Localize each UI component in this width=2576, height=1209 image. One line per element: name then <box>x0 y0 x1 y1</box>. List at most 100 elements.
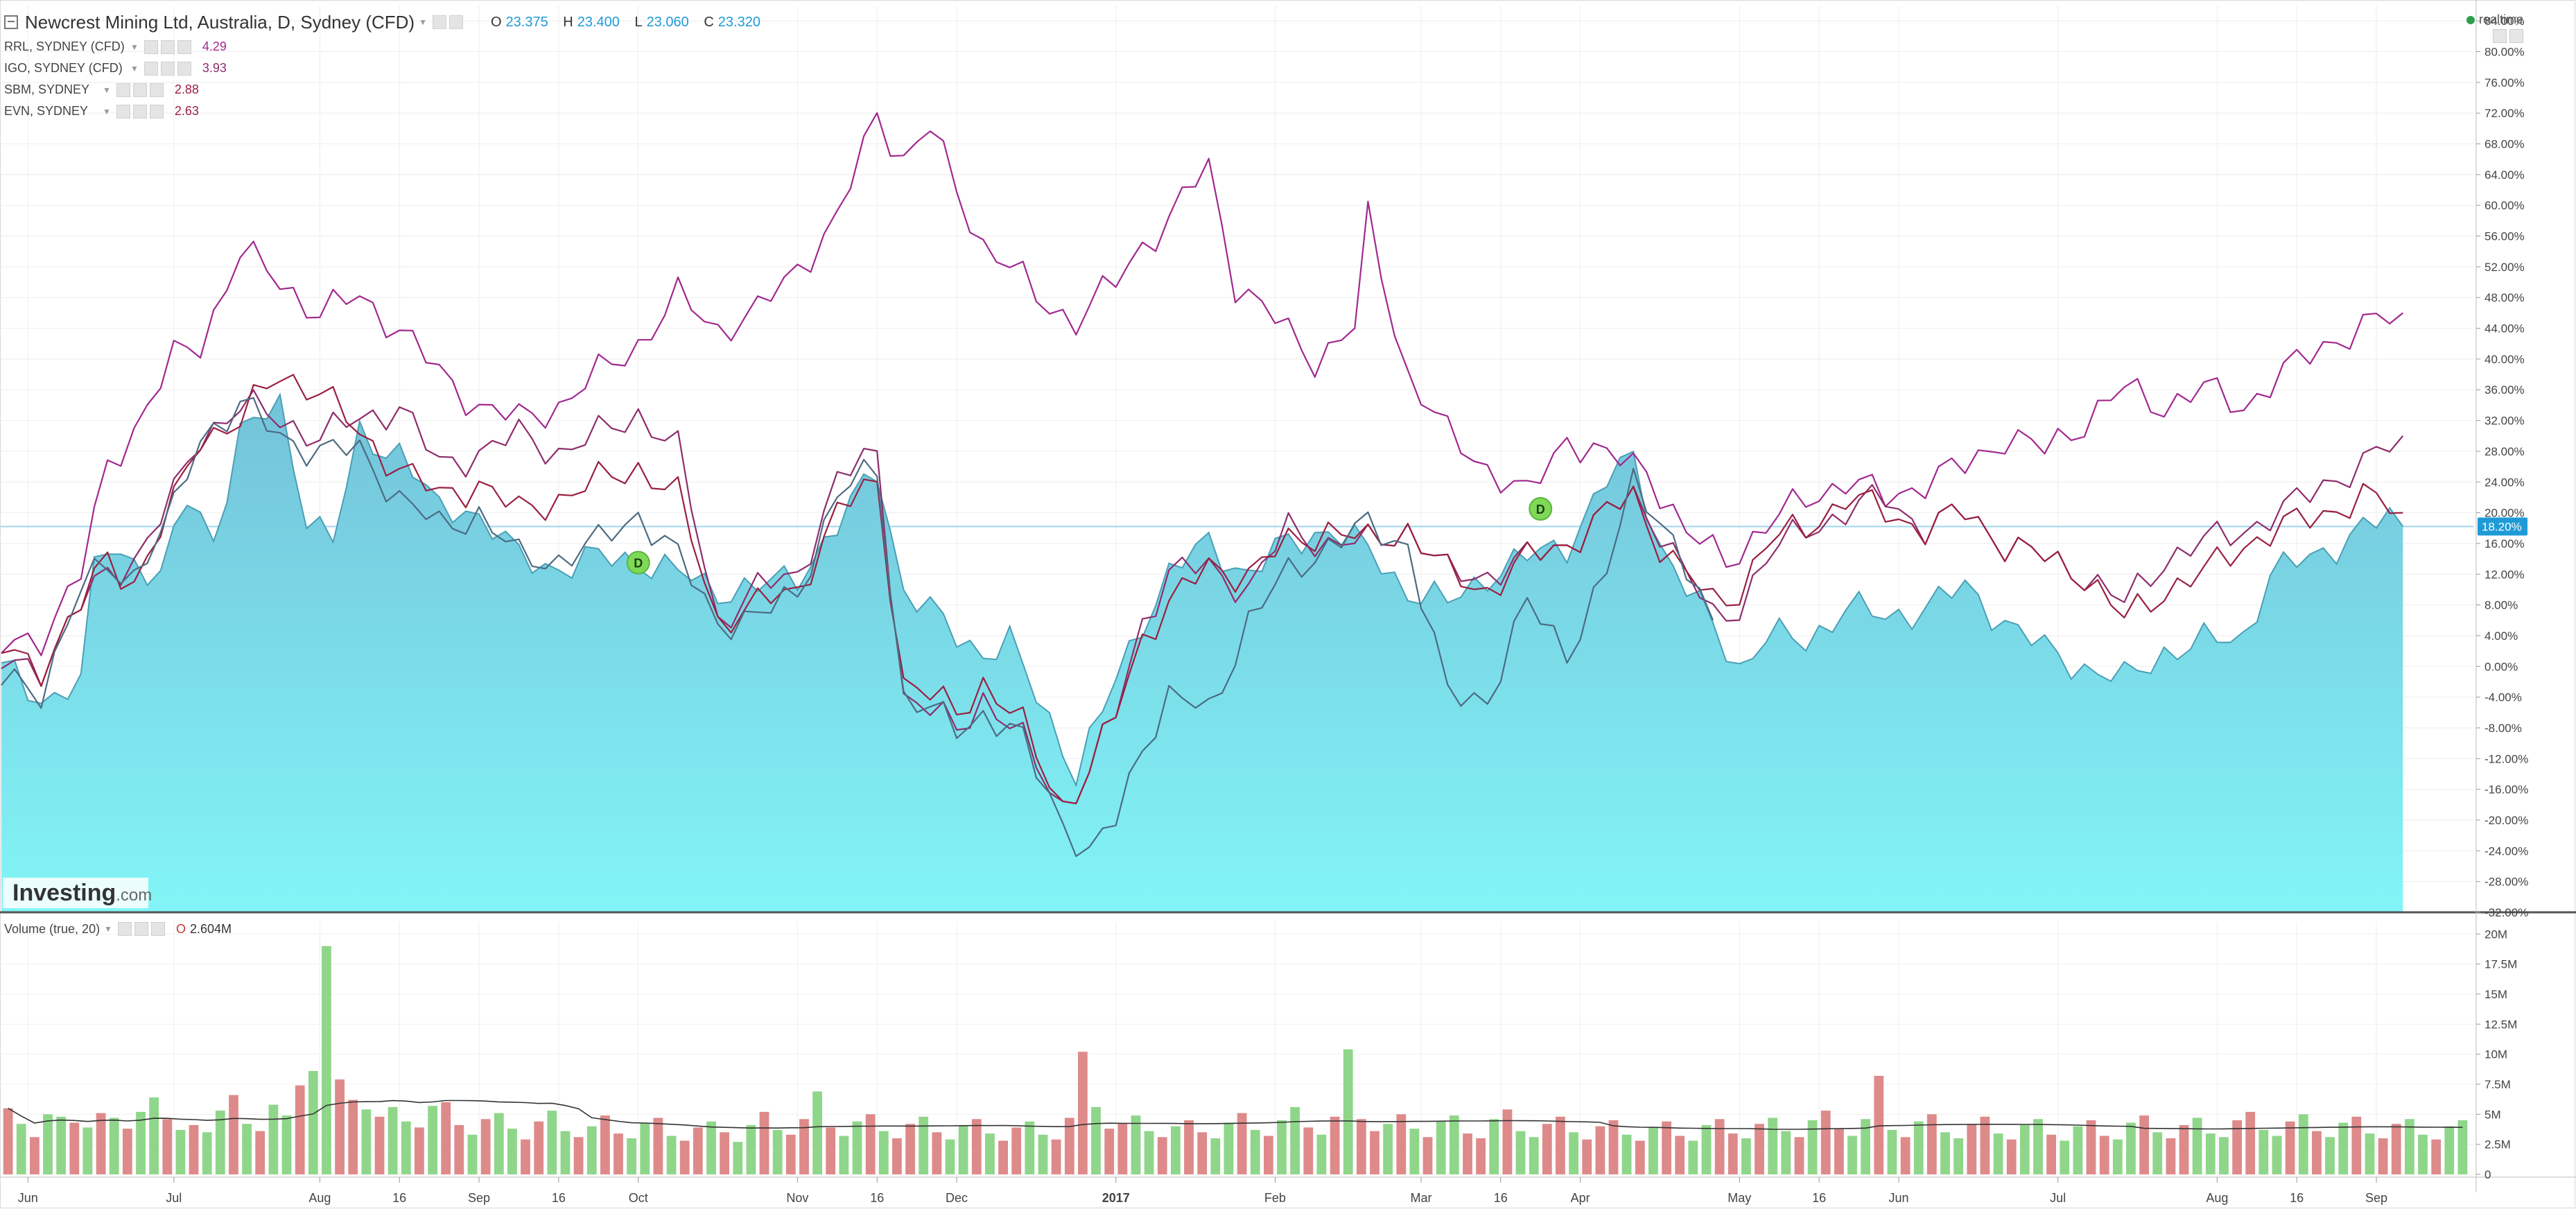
volume-bar <box>1422 1137 1433 1174</box>
chevron-down-icon[interactable]: ▼ <box>104 924 112 934</box>
symbol-controls[interactable] <box>432 15 463 29</box>
comparison-controls[interactable] <box>143 61 191 76</box>
volume-bar <box>2245 1111 2256 1174</box>
price-area <box>1 392 2404 912</box>
volume-bar <box>772 1129 783 1174</box>
x-tick-label: Jul <box>2050 1191 2066 1205</box>
volume-controls[interactable] <box>117 922 165 936</box>
volume-bar <box>1264 1136 1273 1174</box>
volume-bar <box>1250 1129 1260 1174</box>
chevron-down-icon[interactable]: ▼ <box>419 17 427 27</box>
comparison-row-igo[interactable]: IGO, SYDNEY (CFD) ▼ 3.93 <box>4 58 772 79</box>
volume-bar <box>96 1113 106 1174</box>
low-value: 23.060 <box>646 14 689 30</box>
volume-bar <box>30 1137 40 1174</box>
settings-icon[interactable] <box>160 40 175 54</box>
toolbar-up-icon[interactable] <box>2493 29 2507 43</box>
close-label: C <box>704 14 714 30</box>
volume-bar <box>1768 1117 1778 1174</box>
main-symbol-row[interactable]: Newcrest Mining Ltd, Australia, D, Sydne… <box>4 8 772 36</box>
volume-bar <box>401 1121 411 1174</box>
volume-bar <box>1051 1139 1061 1174</box>
comparison-row-sbm[interactable]: SBM, SYDNEY ▼ 2.88 <box>4 79 772 101</box>
volume-bar <box>1728 1133 1738 1174</box>
volume-moving-average <box>8 1099 2463 1130</box>
volume-bar <box>785 1134 796 1174</box>
hide-icon[interactable] <box>449 15 463 29</box>
volume-bar <box>2444 1126 2455 1174</box>
volume-bar <box>1900 1137 1911 1174</box>
current-price-badge-box <box>2478 517 2527 536</box>
volume-legend[interactable]: Volume (true, 20) ▼ O 2.604M <box>4 919 232 939</box>
volume-bar <box>1820 1111 1831 1174</box>
volume-bar <box>1409 1129 1420 1174</box>
close-icon[interactable] <box>149 104 164 119</box>
volume-title[interactable]: Volume (true, 20) <box>4 921 101 936</box>
comparison-row-rrl[interactable]: RRL, SYDNEY (CFD) ▼ 4.29 <box>4 36 772 58</box>
volume-bar <box>2019 1124 2030 1174</box>
settings-icon[interactable] <box>160 61 175 76</box>
settings-icon[interactable] <box>132 104 147 119</box>
y-tick-label: 72.00% <box>2484 107 2525 120</box>
x-tick-label: 16 <box>392 1191 406 1205</box>
comparison-controls[interactable] <box>116 104 164 119</box>
comparison-name[interactable]: IGO, SYDNEY (CFD) <box>4 61 123 75</box>
comparison-name[interactable]: RRL, SYDNEY (CFD) <box>4 40 125 53</box>
chevron-down-icon[interactable]: ▼ <box>130 63 139 73</box>
hide-icon[interactable] <box>143 61 158 76</box>
volume-bar <box>1913 1121 1924 1174</box>
hide-icon[interactable] <box>116 82 130 97</box>
volume-bar <box>812 1091 822 1174</box>
volume-tick-label: 0 <box>2484 1168 2491 1181</box>
hide-icon[interactable] <box>116 104 130 119</box>
realtime-label: realtime <box>2478 12 2523 26</box>
chevron-down-icon[interactable]: ▼ <box>130 42 139 52</box>
settings-icon[interactable] <box>132 82 147 97</box>
settings-icon[interactable] <box>432 15 446 29</box>
volume-tick-label: 10M <box>2484 1048 2507 1061</box>
volume-bar <box>1489 1119 1499 1174</box>
comparison-controls[interactable] <box>143 40 191 54</box>
comparison-name[interactable]: EVN, SYDNEY <box>4 104 89 118</box>
volume-bar <box>2033 1119 2043 1174</box>
price-scale[interactable]: 84.00% 80.00% 76.00% 72.00% 68.00% 64.00% 60.0… <box>2476 15 2528 919</box>
comparison-row-evn[interactable]: EVN, SYDNEY ▼ 2.63 <box>4 101 772 122</box>
toolbar-down-icon[interactable] <box>2509 29 2523 43</box>
volume-bar <box>175 1129 186 1174</box>
volume-bar <box>1025 1121 1035 1174</box>
y-tick-label: 48.00% <box>2484 291 2525 304</box>
comparison-controls[interactable] <box>116 82 164 97</box>
volume-scale[interactable]: 20M 17.5M 15M 12.5M 10M 7.5M 5M 2.5M 0 <box>2476 928 2517 1181</box>
chevron-down-icon[interactable]: ▼ <box>103 85 111 95</box>
collapse-icon[interactable] <box>4 15 18 29</box>
hide-icon[interactable] <box>143 40 158 54</box>
volume-bar <box>547 1111 557 1174</box>
volume-bar <box>428 1106 437 1174</box>
volume-bar <box>627 1138 636 1174</box>
close-icon[interactable] <box>149 82 164 97</box>
volume-bar <box>467 1134 478 1174</box>
volume-bar <box>2259 1129 2269 1174</box>
close-icon[interactable] <box>177 40 191 54</box>
volume-bar <box>1781 1131 1791 1174</box>
hide-icon[interactable] <box>117 922 132 936</box>
y-tick-label: 0.00% <box>2484 660 2518 673</box>
comparison-name[interactable]: SBM, SYDNEY <box>4 82 90 96</box>
y-tick-label: -20.00% <box>2484 814 2528 827</box>
volume-bar <box>945 1139 955 1174</box>
dividend-markers[interactable]: DD <box>626 497 1553 575</box>
volume-bar <box>2006 1139 2017 1174</box>
close-icon[interactable] <box>150 922 165 936</box>
volume-bar <box>202 1132 212 1174</box>
volume-bar <box>1542 1124 1552 1174</box>
volume-bar <box>2179 1124 2189 1174</box>
chevron-down-icon[interactable]: ▼ <box>103 106 111 116</box>
close-icon[interactable] <box>177 61 191 76</box>
time-scale[interactable]: Jun Jul Aug 16 Sep 16 Oct Nov 16 Dec 2017 Feb Mar 16 A… <box>18 1177 2387 1205</box>
dividend-marker: D <box>626 550 650 575</box>
x-tick-label: 16 <box>552 1191 566 1205</box>
main-symbol-title[interactable]: Newcrest Mining Ltd, Australia, D, Sydne… <box>25 11 415 33</box>
volume-bar <box>1316 1134 1327 1174</box>
settings-icon[interactable] <box>134 922 148 936</box>
